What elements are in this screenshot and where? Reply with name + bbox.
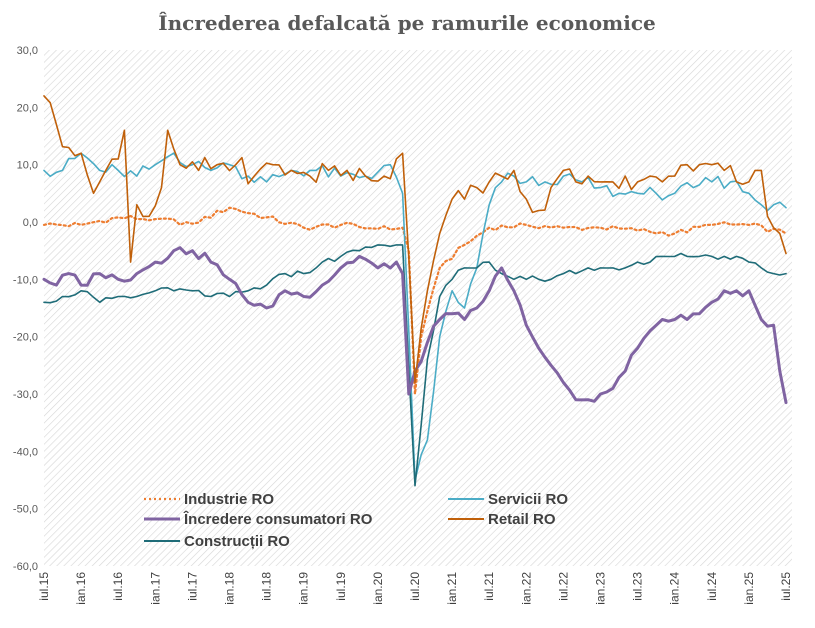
legend-label: Încredere consumatori RO (183, 510, 373, 528)
x-tick-label: iul.23 (631, 572, 645, 601)
y-tick-label: -30,0 (13, 389, 38, 401)
x-tick-label: ian.20 (371, 572, 385, 605)
x-tick-label: iul.16 (111, 572, 125, 601)
x-tick-label: ian.25 (742, 572, 756, 605)
x-tick-label: iul.17 (185, 572, 199, 601)
x-tick-label: ian.17 (148, 572, 162, 605)
series-line-3 (43, 95, 787, 384)
x-tick-label: iul.18 (260, 572, 274, 601)
x-tick-label: iul.25 (779, 572, 793, 601)
legend-label: Retail RO (488, 511, 556, 528)
y-tick-label: 30,0 (17, 45, 38, 57)
x-tick-label: ian.21 (445, 572, 459, 605)
chart-title: Încrederea defalcată pe ramurile economi… (158, 11, 655, 35)
legend-label: Servicii RO (488, 491, 568, 508)
x-tick-label: ian.24 (668, 572, 682, 605)
y-axis: 30,0 20,0 10,0 0,0 -10,0 -20,0 -30,0 -40,0 -50,0… (13, 45, 38, 573)
y-tick-label: 0,0 (23, 217, 38, 229)
y-tick-label: -40,0 (13, 446, 38, 458)
x-tick-label: iul.22 (556, 572, 570, 601)
y-tick-label: 10,0 (17, 160, 38, 172)
x-tick-label: ian.18 (223, 572, 237, 605)
x-tick-label: ian.23 (594, 572, 608, 605)
x-axis: iul.15 ian.16 iul.16 ian.17 iul.17 ian.18 iul.… (37, 572, 793, 605)
legend-label: Industrie RO (184, 491, 274, 508)
y-tick-label: -10,0 (13, 274, 38, 286)
series-line-4 (43, 244, 787, 487)
x-tick-label: iul.15 (37, 572, 51, 601)
y-tick-label: -60,0 (13, 561, 38, 573)
legend: Industrie RO Servicii RO Încredere consuma… (144, 491, 568, 550)
x-tick-label: iul.21 (482, 572, 496, 601)
x-tick-label: ian.19 (297, 572, 311, 605)
x-tick-label: iul.19 (334, 572, 348, 601)
x-tick-label: iul.24 (705, 572, 719, 601)
y-tick-label: -50,0 (13, 504, 38, 516)
x-tick-label: ian.22 (519, 572, 533, 605)
plot-area-background (44, 50, 792, 566)
y-tick-label: 20,0 (17, 102, 38, 114)
x-tick-label: ian.16 (74, 572, 88, 605)
x-tick-label: iul.20 (408, 572, 422, 601)
y-tick-label: -20,0 (13, 332, 38, 344)
series-lines (42, 95, 788, 487)
legend-label: Construcții RO (184, 533, 290, 550)
series-line-0 (42, 206, 788, 396)
